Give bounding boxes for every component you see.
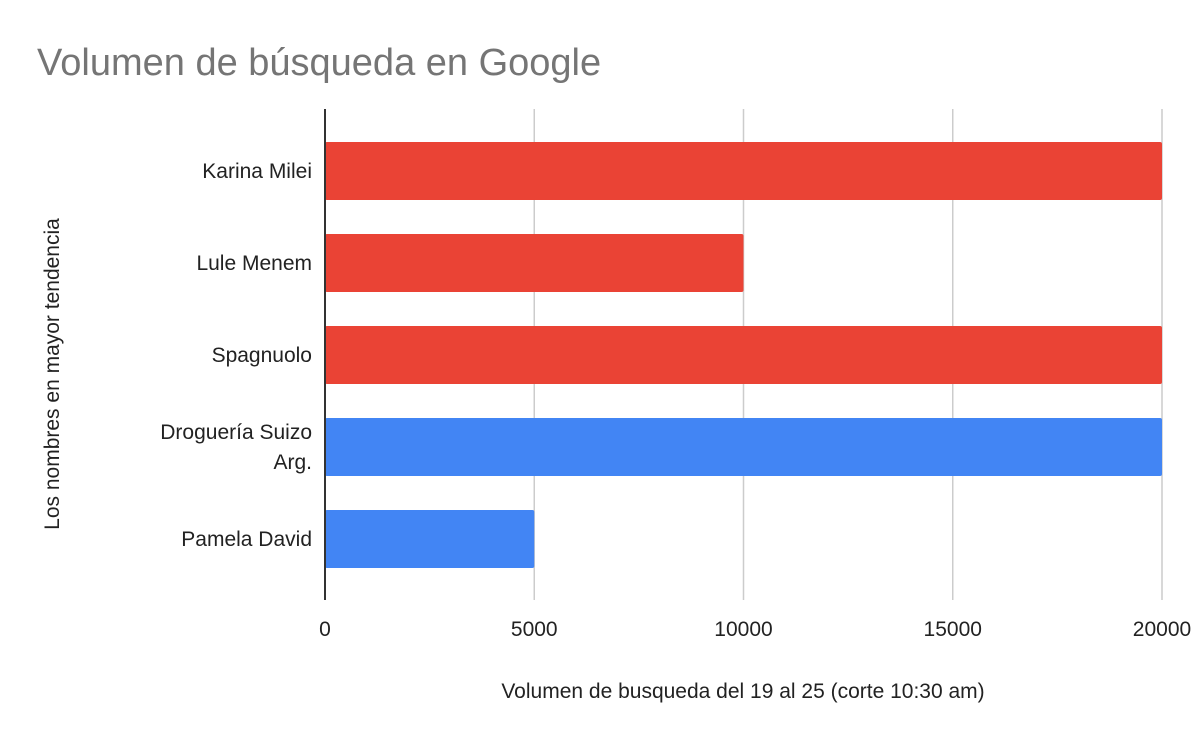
category-labels: Karina Milei Lule Menem Spagnuolo Droguería… [160,160,312,551]
category-label: Karina Milei [202,160,312,183]
bar [325,142,1162,200]
category-label: Pamela David [181,528,312,551]
category-label: Droguería Suizo Arg. [160,421,312,474]
bar [325,510,535,568]
x-tick-label: 20000 [1133,618,1191,641]
chart-title: Volumen de búsqueda en Google [37,42,601,84]
x-tick-labels: 0 5000 10000 15000 20000 [319,618,1191,641]
x-tick-label: 10000 [714,618,772,641]
bar [325,326,1162,384]
category-label: Spagnuolo [212,344,312,367]
x-axis-title: Volumen de busqueda del 19 al 25 (corte … [501,680,984,703]
x-tick-label: 0 [319,618,331,641]
bar [325,418,1162,476]
bars [325,142,1162,568]
x-tick-label: 5000 [511,618,558,641]
bar [325,234,744,292]
x-tick-label: 15000 [924,618,982,641]
category-label: Lule Menem [196,252,312,275]
y-axis-title: Los nombres en mayor tendencia [41,218,64,530]
